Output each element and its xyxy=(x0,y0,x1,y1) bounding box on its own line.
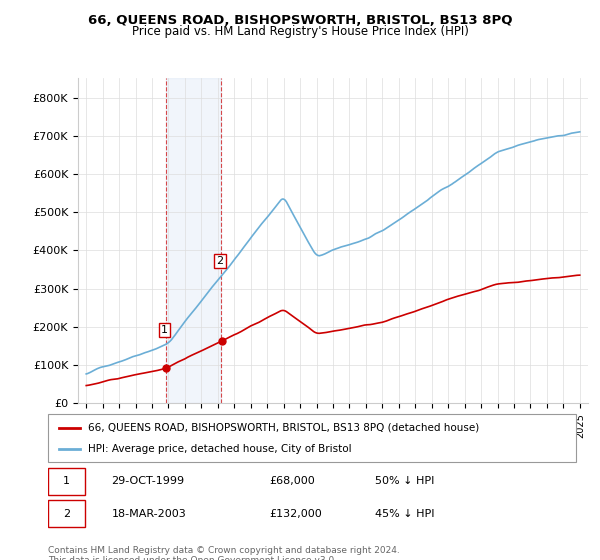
Text: 1: 1 xyxy=(63,476,70,486)
Text: Price paid vs. HM Land Registry's House Price Index (HPI): Price paid vs. HM Land Registry's House … xyxy=(131,25,469,38)
Text: 45% ↓ HPI: 45% ↓ HPI xyxy=(376,509,435,519)
Text: 2: 2 xyxy=(63,509,70,519)
Text: 50% ↓ HPI: 50% ↓ HPI xyxy=(376,476,435,486)
Text: Contains HM Land Registry data © Crown copyright and database right 2024.
This d: Contains HM Land Registry data © Crown c… xyxy=(48,546,400,560)
Text: HPI: Average price, detached house, City of Bristol: HPI: Average price, detached house, City… xyxy=(88,444,351,454)
FancyBboxPatch shape xyxy=(48,501,85,528)
FancyBboxPatch shape xyxy=(48,468,85,494)
Bar xyxy=(166,78,221,403)
Text: 29-OCT-1999: 29-OCT-1999 xyxy=(112,476,184,486)
Text: 66, QUEENS ROAD, BISHOPSWORTH, BRISTOL, BS13 8PQ: 66, QUEENS ROAD, BISHOPSWORTH, BRISTOL, … xyxy=(88,14,512,27)
Text: 1: 1 xyxy=(161,325,168,335)
FancyBboxPatch shape xyxy=(48,414,576,462)
Text: 66, QUEENS ROAD, BISHOPSWORTH, BRISTOL, BS13 8PQ (detached house): 66, QUEENS ROAD, BISHOPSWORTH, BRISTOL, … xyxy=(88,423,479,433)
Text: 18-MAR-2003: 18-MAR-2003 xyxy=(112,509,186,519)
Text: £132,000: £132,000 xyxy=(270,509,323,519)
Text: 2: 2 xyxy=(217,256,223,266)
Text: £68,000: £68,000 xyxy=(270,476,316,486)
